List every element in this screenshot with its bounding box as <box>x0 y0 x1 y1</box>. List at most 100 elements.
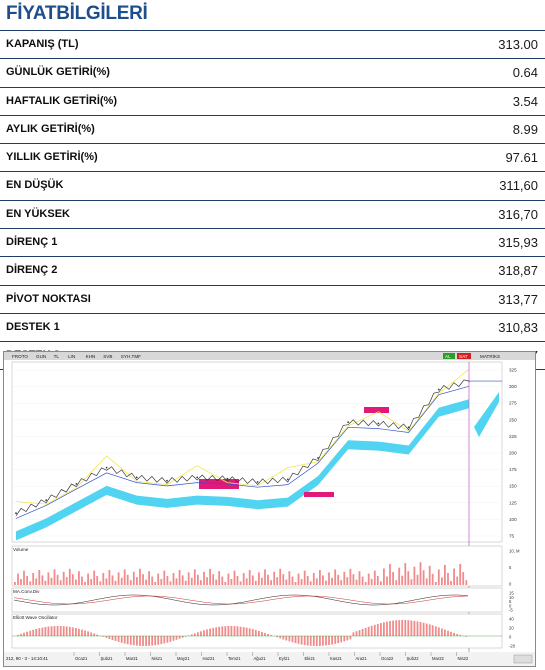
ewo-bar <box>206 629 208 636</box>
ewo-bar <box>50 626 53 636</box>
volume-bar <box>447 573 449 585</box>
ewo-bar <box>410 620 413 636</box>
table-row: KAPANIŞ (TL) 313.00 <box>0 30 545 58</box>
volume-bar <box>59 580 62 585</box>
toolbar-item[interactable]: SYH.TMF <box>121 354 141 359</box>
row-label: DESTEK 1 <box>6 320 60 333</box>
volume-bar <box>264 569 266 585</box>
volume-bar <box>142 574 144 585</box>
price-point <box>317 457 319 459</box>
time-tick: Nis22 <box>458 656 469 661</box>
volume-bar <box>157 573 160 585</box>
toolbar-item[interactable]: GUN <box>36 354 46 359</box>
volume-bar <box>212 574 215 585</box>
volume-bar <box>17 573 19 585</box>
toolbar-item[interactable]: LIN <box>68 354 75 359</box>
volume-bar <box>306 576 309 585</box>
price-tick: 275 <box>509 401 517 406</box>
ewo-bar <box>276 636 279 638</box>
volume-bar <box>413 566 416 585</box>
volume-bar <box>32 573 35 585</box>
volume-bar <box>444 564 446 585</box>
ewo-bar <box>364 627 367 636</box>
ewo-bar <box>111 636 114 640</box>
volume-bar <box>44 580 47 585</box>
ewo-bar <box>459 634 462 636</box>
date-readout: 212, 90 - 3 - 14:10:41 <box>6 656 49 661</box>
row-value: 315,93 <box>498 235 538 251</box>
time-tick: Ağu21 <box>254 656 267 661</box>
volume-bar <box>136 577 138 585</box>
sat-badge-label: SAT <box>459 354 468 359</box>
row-label: DİRENÇ 1 <box>6 236 58 249</box>
volume-panel-label: Volume <box>13 547 29 552</box>
price-tick: 175 <box>509 467 517 472</box>
ewo-bar <box>47 626 50 636</box>
ewo-bar <box>35 629 38 636</box>
toolbar-item[interactable]: KHN <box>86 354 96 359</box>
row-value: 0.64 <box>512 65 538 81</box>
toolbar-item[interactable]: SVB <box>103 354 112 359</box>
row-label: EN DÜŞÜK <box>6 179 64 192</box>
volume-bar <box>404 563 407 585</box>
ewo-bar <box>251 629 254 636</box>
table-row: DİRENÇ 2 318,87 <box>0 256 545 284</box>
series-line-yellow <box>15 368 470 505</box>
price-series <box>15 379 470 516</box>
time-tick: Nis21 <box>152 656 163 661</box>
volume-bar <box>53 569 56 585</box>
ewo-bar <box>297 636 300 644</box>
stock-chart[interactable]: FROTO GUN TL LIN KHN SVB SYH.TMF AL SAT MATRİKS 32… <box>3 351 536 667</box>
price-point <box>196 476 199 479</box>
volume-bar <box>456 576 459 585</box>
volume-bar <box>386 576 388 585</box>
toolbar-item[interactable]: FROTO <box>12 354 28 359</box>
volume-bar <box>108 570 111 585</box>
al-badge-label: AL <box>445 354 451 359</box>
ewo-bar <box>233 626 236 636</box>
volume-bar <box>209 568 211 585</box>
macd-axis-tick: 10 <box>509 595 514 600</box>
ewo-bar <box>32 629 35 636</box>
ewo-bar <box>221 626 224 636</box>
price-tick: 325 <box>509 368 517 373</box>
volume-bar <box>331 577 333 585</box>
ewo-bar <box>212 627 215 636</box>
ewo-axis-tick: 0 <box>509 635 512 640</box>
row-value: 97.61 <box>505 150 538 166</box>
ewo-bar <box>437 627 440 636</box>
ewo-bar <box>151 636 154 646</box>
chart-canvas[interactable]: FROTO GUN TL LIN KHN SVB SYH.TMF AL SAT MATRİKS 32… <box>4 352 535 666</box>
ewo-bar <box>209 628 211 636</box>
volume-bar <box>71 574 74 585</box>
volume-bar <box>81 576 83 585</box>
ewo-bar <box>93 633 96 636</box>
volume-bar <box>276 577 279 585</box>
volume-bar <box>245 578 248 585</box>
volume-bar <box>148 571 150 585</box>
ewo-bar <box>62 626 65 636</box>
ewo-bar <box>65 626 68 636</box>
toolbar-item[interactable]: TL <box>54 354 60 359</box>
volume-bar <box>358 571 361 585</box>
ewo-bar <box>44 627 47 636</box>
ewo-bar <box>178 636 181 639</box>
volume-bar <box>261 577 263 585</box>
ewo-bar <box>279 636 282 639</box>
matriks-label: MATRİKS <box>480 353 500 359</box>
volume-bar <box>309 581 312 585</box>
ewo-bar <box>334 636 337 644</box>
volume-bar <box>242 573 245 585</box>
volume-bar <box>184 580 187 585</box>
volume-bar <box>169 581 172 585</box>
row-value: 311,60 <box>499 178 538 194</box>
volume-bar <box>279 568 282 585</box>
ewo-bar <box>300 636 303 645</box>
volume-bar <box>90 579 93 585</box>
ewo-bar <box>337 636 340 644</box>
ewo-bar <box>373 624 376 636</box>
volume-bar <box>407 571 410 585</box>
ewo-bar <box>41 627 44 636</box>
ewo-axis-tick: 40 <box>509 617 514 622</box>
page-title: FİYATBİLGİLERİ <box>6 3 148 24</box>
